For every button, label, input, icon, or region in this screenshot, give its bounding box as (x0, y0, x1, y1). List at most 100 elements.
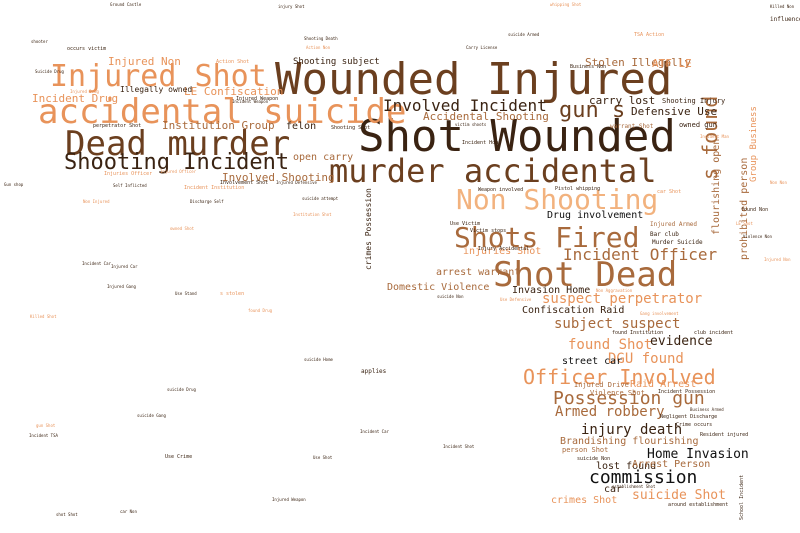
word-115: victim shoots (455, 122, 487, 127)
word-11: Possession gun (553, 388, 705, 409)
word-146: found Drug (248, 308, 273, 313)
word-119: Injured Drug (70, 89, 99, 94)
word-46: crimes Shot (551, 495, 618, 506)
word-61: owned gun (679, 121, 717, 129)
word-24: suicide Shot (632, 488, 726, 503)
word-135: shooter (31, 39, 48, 44)
word-111: whipping Shot (550, 2, 582, 7)
word-116: Gang involvement (640, 311, 679, 316)
word-105: suicide Drug (167, 387, 196, 392)
word-16: Incident Officer (563, 245, 718, 264)
word-143: Non Non (770, 180, 787, 185)
word-86: Injured Gang (107, 284, 136, 289)
word-72: Weapon involved (478, 187, 524, 193)
word-88: Use Stand (175, 291, 197, 296)
word-140: Injured Non (764, 257, 791, 262)
word-64: Murder Suicide (652, 239, 703, 246)
word-95: Ground Castle (110, 2, 142, 7)
word-27: LE Confiscation (184, 85, 284, 98)
word-109: Self Inflicted (113, 183, 147, 188)
word-145: Non Injured (83, 199, 110, 204)
word-31: Incident Drug (32, 92, 119, 105)
word-13: gun s (559, 98, 626, 123)
word-43: Brandishing flourishing (560, 436, 699, 447)
word-6: Shooting Incident (64, 150, 290, 175)
word-26: Institution Group (162, 119, 275, 132)
word-79: around establishment (668, 502, 729, 508)
word-7: Non Shooting (456, 183, 659, 216)
word-1: Shot Wounded (358, 111, 676, 162)
word-104: Discharge Self (190, 199, 224, 204)
word-2: accidental suicide (38, 92, 407, 132)
word-110: Shooting Death (304, 36, 338, 41)
word-50: Shooting subject (293, 57, 380, 67)
word-51: Illegally owned (120, 85, 193, 94)
word-91: Incident TSA (29, 433, 58, 438)
word-82: club incident (694, 330, 734, 336)
word-96: injury Shot (278, 4, 305, 9)
word-108: suicide attempt (302, 196, 339, 201)
word-75: Crime occurs (676, 422, 713, 428)
word-40: injuries Shot (463, 246, 542, 257)
word-35: ATF LE (652, 57, 692, 70)
word-78: suicide Non (577, 456, 611, 462)
word-112: Carry License (466, 45, 498, 50)
word-84: Involvement Shot (220, 180, 269, 186)
word-19: found Shot (568, 337, 653, 353)
word-53: flourishing open (711, 138, 722, 235)
word-128: shot Shot (56, 512, 78, 517)
word-137: Gun shop (4, 182, 24, 187)
word-126: Use Shot (313, 455, 333, 460)
word-68: Shooting Shot (331, 125, 371, 131)
word-117: Non Aggravation (596, 288, 633, 293)
word-106: suicide Gang (137, 413, 166, 418)
word-125: Injured Weapon (272, 497, 306, 502)
word-74: Negligent Discharge (660, 414, 718, 420)
word-77: Incident Home (462, 140, 502, 146)
word-69: Use Victim (450, 221, 481, 227)
word-45: Arrest Person (632, 459, 711, 470)
word-25: evidence (650, 334, 713, 349)
word-107: suicide Home (304, 357, 333, 362)
word-5: murder accidental (329, 152, 657, 190)
word-100: car Shot (657, 189, 682, 195)
word-134: Incident Shot (443, 444, 475, 449)
word-36: Domestic Violence (387, 282, 490, 293)
word-71: Pistol whipping (555, 186, 601, 192)
word-57: Violence Shot (590, 389, 645, 397)
word-113: Business Non (570, 64, 607, 70)
word-56: Injured Drive (574, 381, 629, 389)
word-144: Incident Man (700, 134, 729, 139)
word-58: person Shot (562, 446, 609, 454)
word-142: Killed Shot (30, 314, 57, 319)
word-3: Injured Shot (50, 59, 267, 94)
word-70: Victim stops (470, 228, 507, 234)
word-76: Resident injured (700, 432, 749, 438)
word-83: found Institution (612, 330, 664, 336)
word-10: Officer Involved (523, 365, 716, 389)
word-47: street car (562, 356, 623, 367)
word-118: Use Defensive (500, 297, 532, 302)
word-8: Shots Fired (454, 221, 640, 254)
word-123: occurs victim (67, 46, 107, 52)
word-93: Violence Non (743, 234, 772, 239)
word-63: Injured Armed (650, 221, 697, 228)
word-87: Incident Car (82, 261, 111, 266)
word-59: car (604, 484, 623, 495)
word-52: crimes Possession (364, 188, 373, 270)
word-9: Shot Dead (493, 255, 678, 295)
word-15: Involved Incident (383, 96, 547, 115)
word-32: Defensive Use (631, 105, 718, 118)
word-122: Incident Weapon (232, 99, 269, 104)
word-90: Use Crime (165, 454, 193, 460)
word-139: LE Shot (736, 221, 753, 226)
word-0: Wounded Injured (275, 54, 673, 105)
word-129: Incident Car (360, 429, 389, 434)
word-23: Home Invasion (647, 447, 749, 462)
word-67: perpetrator Shot (93, 123, 142, 129)
word-66: Injured Weapon (236, 96, 279, 102)
word-81: applies (361, 368, 387, 375)
word-141: gun Shot (36, 423, 56, 428)
word-101: Action Shot (216, 59, 250, 65)
